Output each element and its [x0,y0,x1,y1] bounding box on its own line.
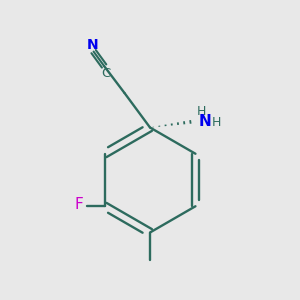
Text: N: N [199,114,211,129]
Text: H: H [196,105,206,119]
Text: C: C [101,67,110,80]
Text: N: N [87,38,99,52]
Text: F: F [75,197,83,212]
Text: H: H [211,116,221,130]
